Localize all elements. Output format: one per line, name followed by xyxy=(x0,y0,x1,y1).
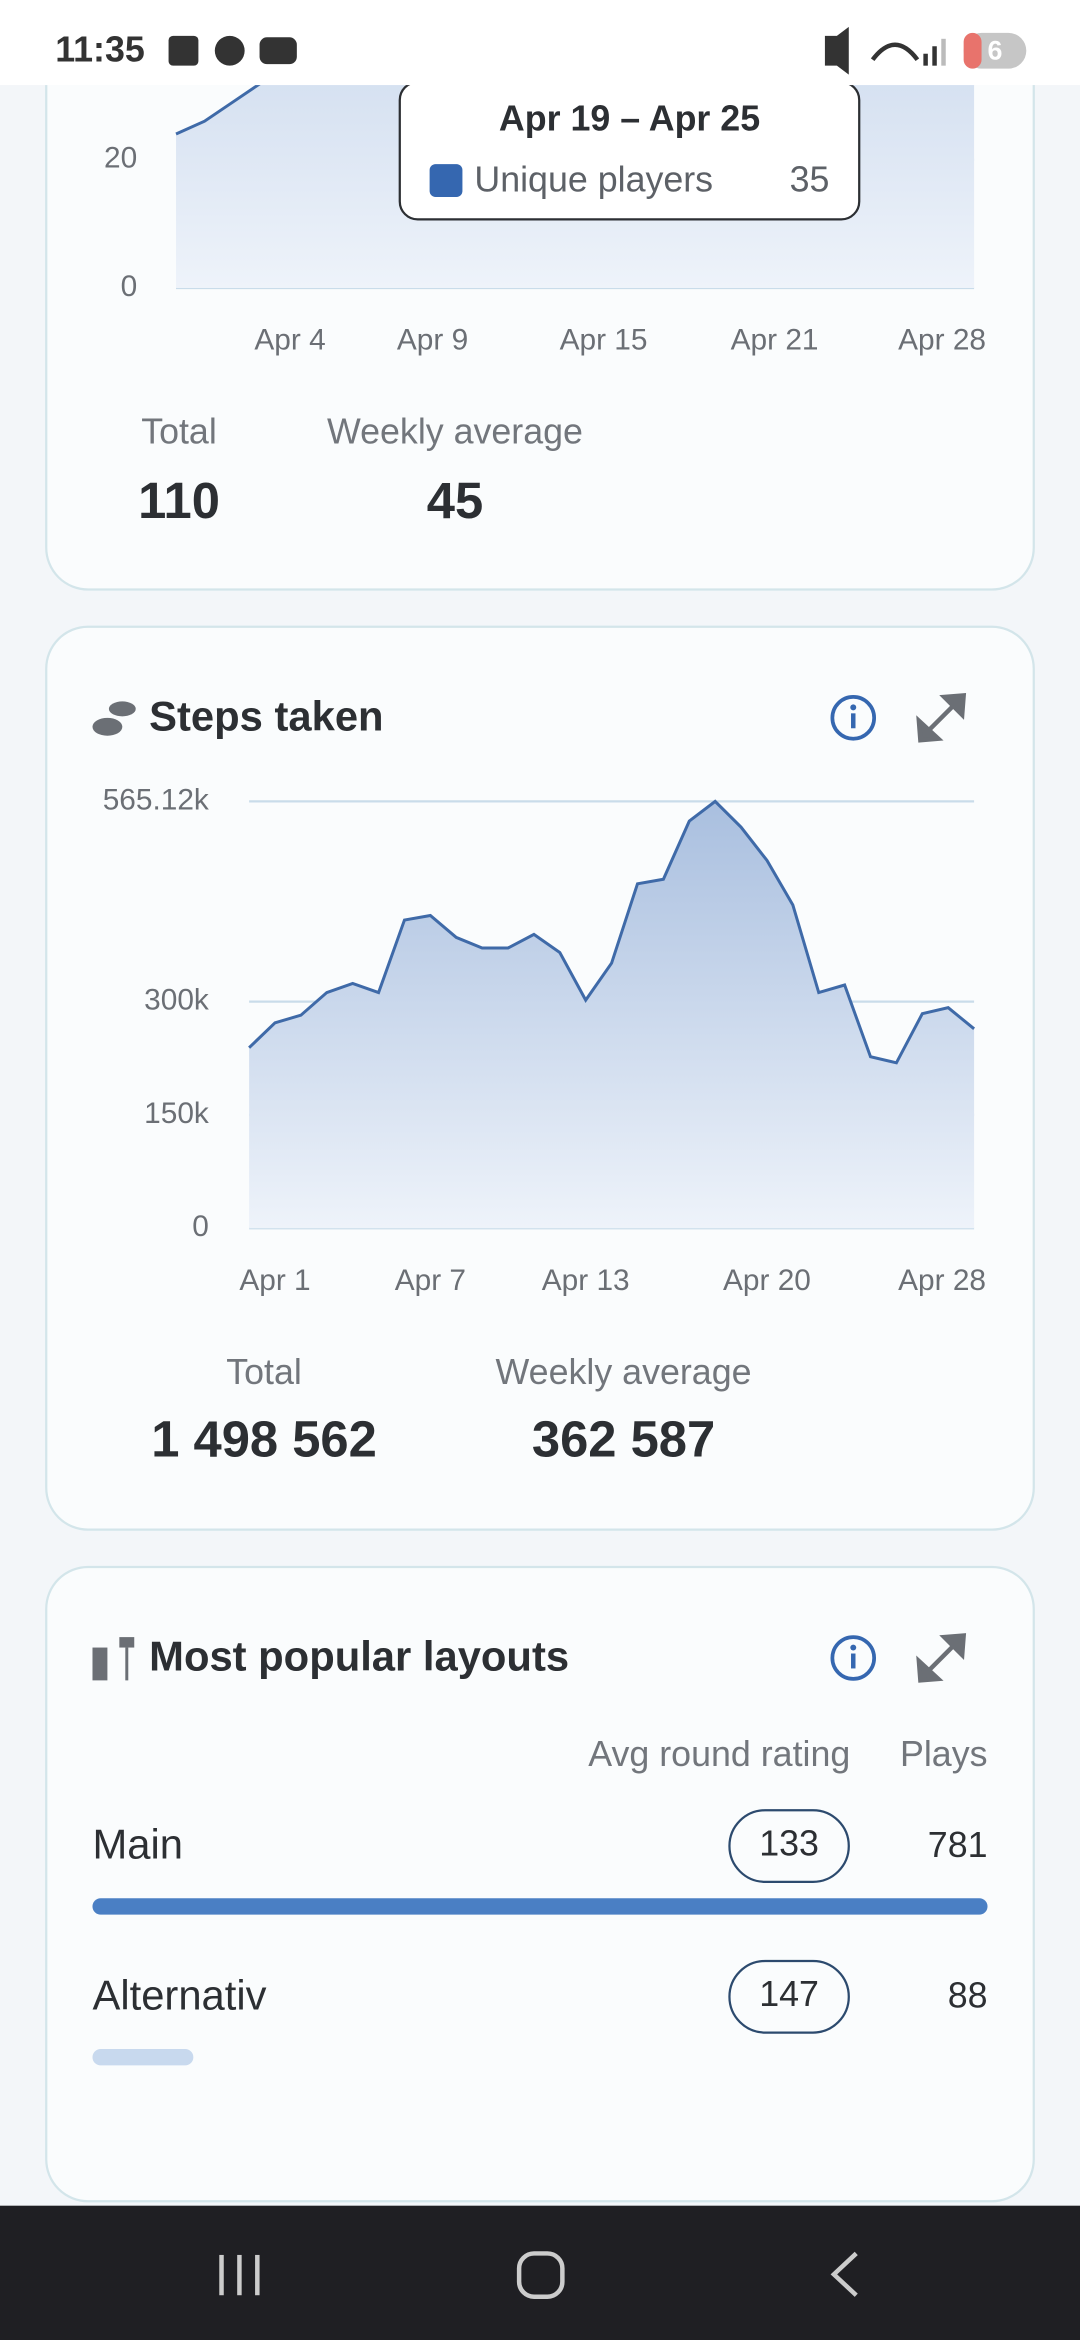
stat-value: 110 xyxy=(138,472,220,529)
column-header: Plays xyxy=(900,1734,988,1774)
layout-name: Main xyxy=(92,1821,183,1868)
card-title: Most popular layouts xyxy=(149,1633,569,1680)
battery-text: 6 xyxy=(988,35,1003,65)
column-header: Avg round rating xyxy=(588,1734,850,1774)
y-tick-label: 300k xyxy=(144,983,209,1016)
rating-pill xyxy=(728,1959,850,2034)
layout-rows: Main 133 781 Alternativ 147 88 xyxy=(92,1809,988,2066)
steps-chart: 0 150k 300k 565.12k Apr 1 Apr 7 Apr 13 Apr 20 Ap… xyxy=(103,783,986,1297)
clock: 11:35 xyxy=(55,30,145,70)
x-tick-label: Apr 28 xyxy=(898,324,986,357)
rating: 133 xyxy=(759,1823,819,1863)
data-line xyxy=(248,799,976,1065)
layouts-icon xyxy=(92,1637,135,1681)
expand-button[interactable] xyxy=(916,693,967,743)
layout-name: Alternativ xyxy=(92,1971,266,2018)
tooltip-swatch xyxy=(429,164,463,197)
x-tick-label: Apr 21 xyxy=(731,324,819,357)
plays-bar xyxy=(92,2048,194,2066)
stat-value: 1 498 562 xyxy=(151,1410,377,1467)
status-icons xyxy=(168,26,946,75)
info-button[interactable] xyxy=(830,1635,877,1681)
tooltip-value: 35 xyxy=(790,160,830,200)
nav-bar xyxy=(0,2205,1080,2340)
x-tick-label: Apr 4 xyxy=(254,324,325,357)
rating-pill xyxy=(728,1809,850,1883)
y-tick-label: 20 xyxy=(104,142,137,175)
expand-button[interactable] xyxy=(916,1633,967,1683)
x-tick-label: Apr 28 xyxy=(898,1264,986,1297)
tooltip: Apr 19 – Apr 25 Unique players 35 xyxy=(398,80,861,221)
x-tick-label: Apr 20 xyxy=(723,1264,811,1297)
y-tick-label: 150k xyxy=(144,1097,209,1130)
battery-level xyxy=(963,32,982,69)
stat-label: Total xyxy=(226,1352,302,1392)
stat-label: Total xyxy=(141,412,217,452)
nav-recent[interactable] xyxy=(219,2254,260,2296)
plays: 88 xyxy=(948,1976,988,2016)
x-tick-label: Apr 13 xyxy=(542,1264,630,1297)
nav-back[interactable] xyxy=(830,2251,858,2297)
plays: 781 xyxy=(928,1825,988,1865)
y-tick-label: 0 xyxy=(121,270,138,303)
layouts-card xyxy=(45,1565,1035,2203)
card-title: Steps taken xyxy=(149,692,383,739)
y-tick-label: 565.12k xyxy=(103,783,209,816)
x-tick-label: Apr 15 xyxy=(560,324,648,357)
stat-value: 45 xyxy=(427,472,483,529)
x-tick-label: Apr 1 xyxy=(239,1264,310,1297)
tooltip-label: Unique players xyxy=(474,160,713,200)
rating: 147 xyxy=(759,1974,819,2014)
plays-bar xyxy=(92,1898,988,1915)
nav-home[interactable] xyxy=(516,2251,565,2299)
y-tick-label: 0 xyxy=(192,1210,209,1243)
data-line xyxy=(175,81,263,136)
info-button[interactable] xyxy=(830,695,877,741)
tooltip-title: Apr 19 – Apr 25 xyxy=(499,98,760,138)
steps-icon xyxy=(92,701,136,736)
x-tick-label: Apr 7 xyxy=(395,1264,466,1297)
status-bar xyxy=(0,0,1080,86)
stat-value: 362 587 xyxy=(532,1410,715,1467)
x-tick-label: Apr 9 xyxy=(397,324,468,357)
stat-label: Weekly average xyxy=(496,1352,752,1392)
stat-label: Weekly average xyxy=(327,412,583,452)
